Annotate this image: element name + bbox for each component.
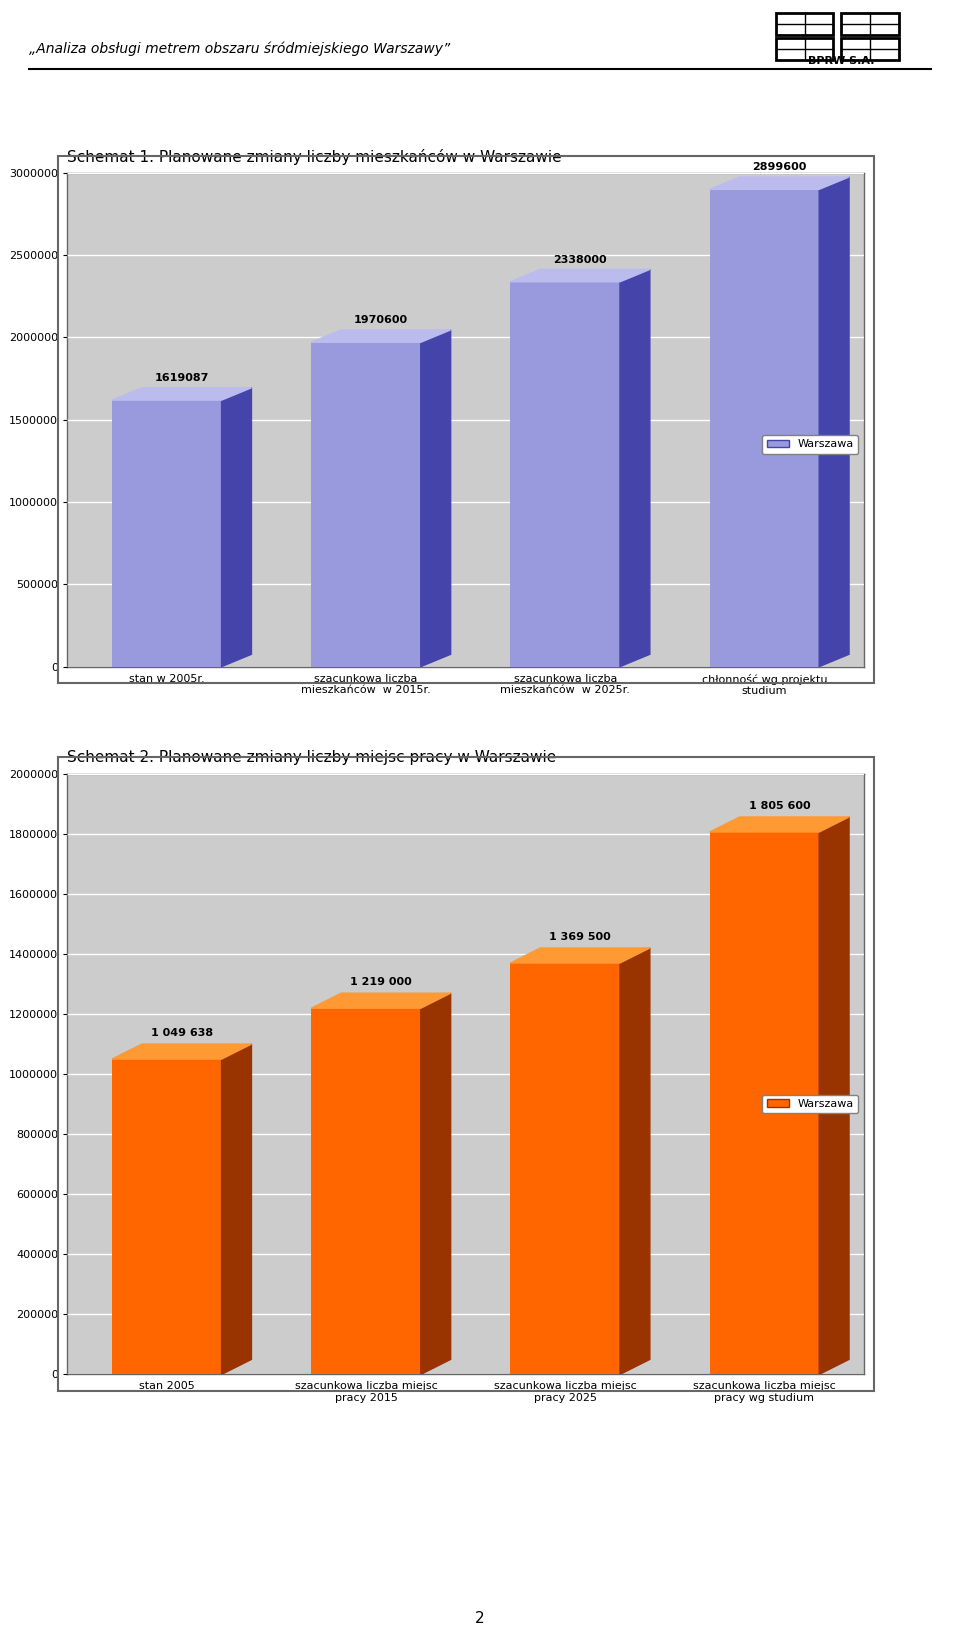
Bar <box>841 38 899 59</box>
Polygon shape <box>112 1044 252 1058</box>
Polygon shape <box>511 948 650 963</box>
Text: BPRW S.A.: BPRW S.A. <box>808 56 875 66</box>
Polygon shape <box>311 329 450 342</box>
Polygon shape <box>620 270 650 667</box>
Polygon shape <box>819 816 849 1374</box>
Bar <box>112 1058 222 1374</box>
Text: 1 049 638: 1 049 638 <box>151 1029 213 1039</box>
Bar <box>776 13 833 35</box>
Bar <box>112 400 222 667</box>
Polygon shape <box>511 270 650 281</box>
Text: 1970600: 1970600 <box>354 314 408 324</box>
Polygon shape <box>709 178 849 189</box>
Bar <box>709 831 819 1374</box>
Polygon shape <box>8 148 67 667</box>
Bar <box>776 38 833 59</box>
Bar <box>311 342 420 667</box>
Text: 2: 2 <box>475 1611 485 1626</box>
Text: 1619087: 1619087 <box>155 374 209 384</box>
Polygon shape <box>420 993 450 1374</box>
Polygon shape <box>222 388 252 667</box>
Text: 2899600: 2899600 <box>752 161 806 173</box>
Polygon shape <box>112 388 252 400</box>
Polygon shape <box>620 948 650 1374</box>
Polygon shape <box>709 816 849 831</box>
Text: 2338000: 2338000 <box>553 255 607 265</box>
Bar <box>311 1009 420 1374</box>
Polygon shape <box>8 744 67 1374</box>
Bar <box>511 281 620 667</box>
Polygon shape <box>819 178 849 667</box>
Text: „Analiza obsługi metrem obszaru śródmiejskiego Warszawy”: „Analiza obsługi metrem obszaru śródmiej… <box>29 41 450 56</box>
Polygon shape <box>420 329 450 667</box>
Legend: Warszawa: Warszawa <box>762 435 858 454</box>
Bar <box>709 189 819 667</box>
Legend: Warszawa: Warszawa <box>762 1095 858 1113</box>
Text: Schemat 2. Planowane zmiany liczby miejsc pracy w Warszawie: Schemat 2. Planowane zmiany liczby miejs… <box>67 751 557 765</box>
Text: 1 219 000: 1 219 000 <box>350 978 412 988</box>
Text: 1 369 500: 1 369 500 <box>549 932 611 942</box>
Bar <box>841 13 899 35</box>
Text: Schemat 1. Planowane zmiany liczby mieszkańców w Warszawie: Schemat 1. Planowane zmiany liczby miesz… <box>67 148 562 165</box>
Text: 1 805 600: 1 805 600 <box>749 802 810 811</box>
Bar <box>511 963 620 1374</box>
Polygon shape <box>311 993 450 1009</box>
Polygon shape <box>222 1044 252 1374</box>
